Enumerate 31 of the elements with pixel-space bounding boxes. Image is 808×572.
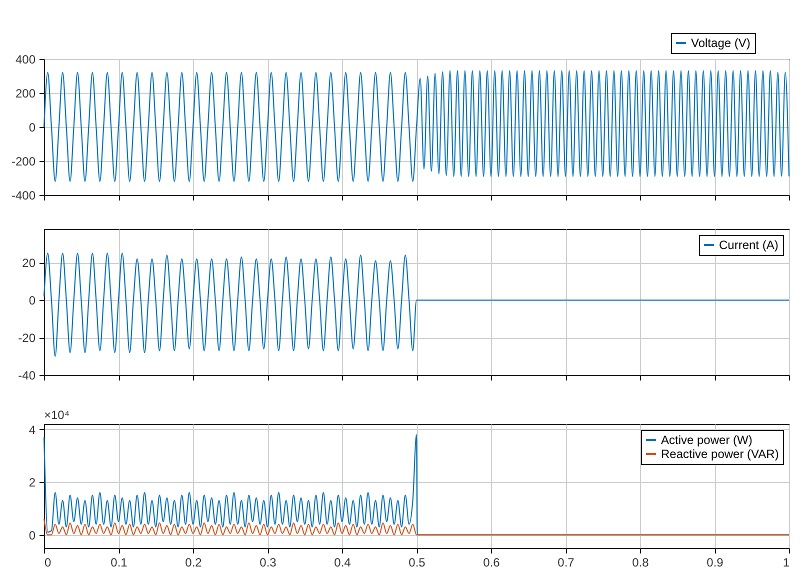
x-tick-label: 0.4: [334, 556, 352, 570]
y-tick-label: -40: [18, 368, 36, 382]
x-tick-label: 0.9: [706, 556, 724, 570]
y-tick-label: 0: [28, 294, 36, 308]
line-series: [43, 70, 790, 182]
y-tick-label: 4: [28, 422, 36, 437]
legend-label: Voltage (V): [691, 36, 750, 50]
y-tick-label: 2: [28, 476, 36, 490]
x-tick-label: 0.3: [260, 556, 277, 570]
y-tick-label: -400: [11, 188, 36, 202]
text: ×10⁴: [44, 408, 70, 422]
x-tick-label: 1: [782, 556, 790, 570]
x-tick-label: 0.6: [483, 556, 500, 570]
x-tick-label: 0.8: [632, 556, 650, 570]
y-tick-label: 200: [15, 86, 36, 100]
line-series: [43, 518, 790, 536]
legend-label: Active power (W): [661, 433, 752, 447]
legend-label: Reactive power (VAR): [661, 447, 779, 461]
line-series: [43, 252, 790, 357]
y-tick-label: 20: [22, 256, 36, 270]
x-tick-label: 0.7: [558, 556, 575, 570]
y-tick-label: 0: [28, 120, 36, 134]
y-tick-label: -200: [11, 154, 36, 168]
y-tick-label: 400: [15, 52, 36, 66]
y-tick-label: 0: [28, 528, 36, 542]
legend-label: Current (A): [719, 238, 778, 252]
x-tick-label: 0.1: [110, 556, 128, 570]
x-tick-label: 0.5: [408, 556, 426, 570]
x-tick-label: 0.2: [185, 556, 202, 570]
y-tick-label: -20: [18, 331, 36, 346]
x-tick-label: 0: [44, 556, 52, 570]
